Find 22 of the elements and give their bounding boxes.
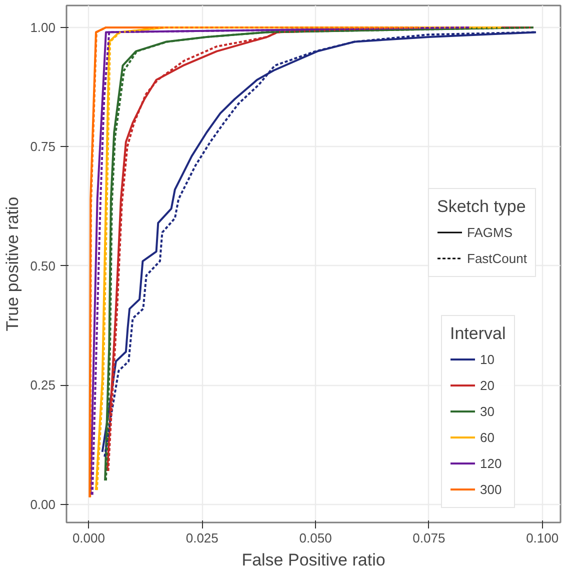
x-tick-label: 0.025 [186,530,218,546]
y-tick-label: 0.75 [30,139,56,154]
legend-label: 20 [480,378,496,392]
legend-label: 60 [480,430,496,444]
legend-title: Interval [450,324,506,344]
legend-label: 30 [480,404,496,418]
legend-label: 120 [480,456,502,470]
annotation: FastCount [467,250,527,266]
x-axis-title: False Positive ratio [242,550,386,570]
y-tick-label: 0.25 [30,378,56,393]
x-tick-label: 0.075 [412,530,446,546]
legend-label: 300 [480,482,502,496]
y-tick-label: 0.50 [30,258,56,274]
y-tick-label: 1.00 [30,20,56,35]
annotation: FAGMS [467,224,513,240]
y-axis-title: True positive ratio [3,196,22,332]
legend-label: 10 [480,352,496,366]
y-tick-label: 0.00 [30,496,56,512]
x-tick-label: 0.050 [299,530,332,546]
annotation: Sketch type [437,197,527,217]
x-tick-label: 0.100 [526,530,559,546]
x-tick-label: 0.000 [72,530,106,546]
